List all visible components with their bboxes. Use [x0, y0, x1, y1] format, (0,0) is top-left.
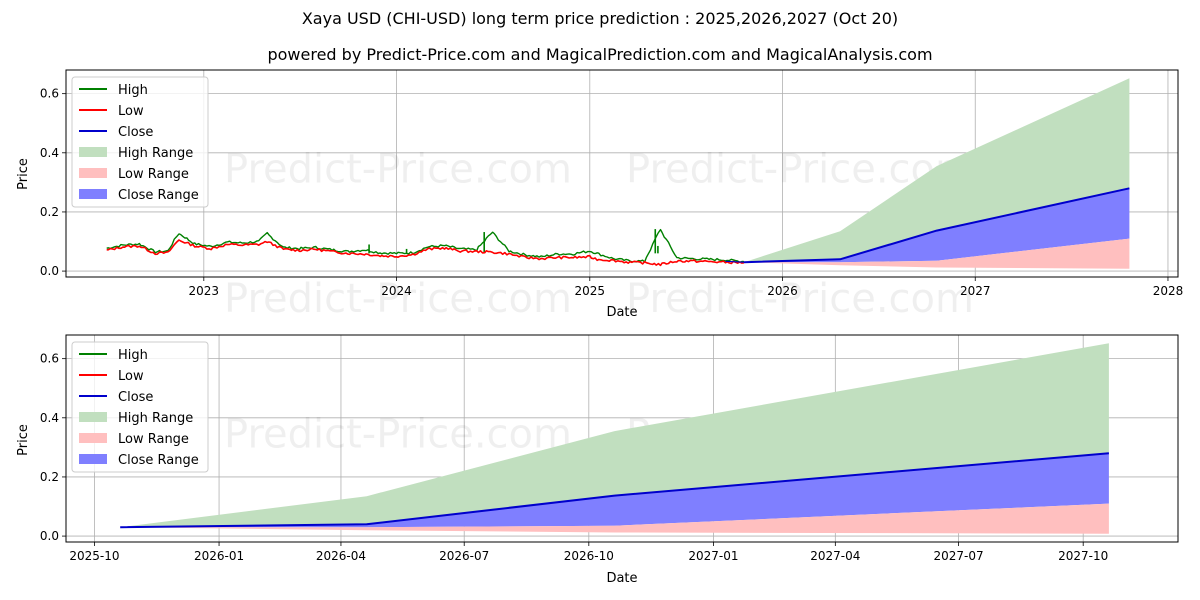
- bottom-y-axis-label: Price: [16, 424, 31, 456]
- legend-high-range-swatch: [79, 412, 107, 422]
- watermark-text: Predict-Price.com: [224, 276, 572, 322]
- top-chart-panel: Predict-Price.com Predict-Price.com Predic…: [16, 69, 1183, 323]
- legend-low-range-swatch: [79, 168, 107, 178]
- top-x-axis-label: Date: [606, 305, 637, 320]
- legend-high-label: High: [118, 348, 148, 363]
- top-axis-ticks: 0.0 0.2 0.4 0.6 2023 2024 2025 2026 2027 2028: [40, 87, 1183, 298]
- x-tick-label: 2028: [1153, 284, 1184, 298]
- legend-high-range-label: High Range: [118, 411, 193, 426]
- legend-close-range-swatch: [79, 189, 107, 199]
- close-prediction-line: [120, 452, 1109, 529]
- legend-high-range-swatch: [79, 147, 107, 157]
- x-tick-label: 2027-01: [688, 549, 738, 563]
- bottom-legend: High Low Close High Range Low Range Close Ran…: [71, 341, 209, 473]
- close-range-area: [120, 453, 1109, 528]
- top-axes-frame: [65, 69, 1179, 278]
- x-tick-label: 2026-07: [439, 549, 489, 563]
- legend-low-range-swatch: [79, 433, 107, 443]
- low-price-line: [106, 239, 745, 267]
- x-tick-label: 2027-04: [810, 549, 860, 563]
- y-tick-label: 0.2: [40, 205, 59, 219]
- x-tick-label: 2026-10: [564, 549, 614, 563]
- legend-close-range-swatch: [79, 454, 107, 464]
- low-range-area: [120, 503, 1109, 534]
- legend-low-range-label: Low Range: [118, 167, 189, 182]
- x-tick-label: 2025-10: [69, 549, 119, 563]
- bottom-prediction-areas: [120, 343, 1109, 534]
- low-range-area: [744, 238, 1130, 269]
- bottom-axes-frame: [65, 334, 1179, 543]
- close-prediction-line: [743, 187, 1130, 264]
- x-tick-label: 2026: [767, 284, 798, 298]
- x-tick-label: 2024: [381, 284, 412, 298]
- chart-title: Xaya USD (CHI-USD) long term price predi…: [301, 9, 899, 28]
- legend-close-range-label: Close Range: [118, 188, 199, 203]
- y-tick-label: 0.2: [40, 470, 59, 484]
- close-range-area: [744, 188, 1130, 263]
- legend-close-range-label: Close Range: [118, 453, 199, 468]
- legend-low-label: Low: [118, 104, 144, 119]
- y-tick-label: 0.6: [40, 87, 59, 101]
- legend-high-range-label: High Range: [118, 146, 193, 161]
- top-prediction-areas: [743, 78, 1130, 269]
- y-tick-label: 0.4: [40, 411, 59, 425]
- watermark-text: Predict-Price.com: [626, 276, 974, 322]
- x-tick-label: 2023: [189, 284, 220, 298]
- chart-subtitle: powered by Predict-Price.com and Magical…: [267, 45, 933, 64]
- legend-close-label: Close: [118, 390, 153, 405]
- y-tick-label: 0.0: [40, 529, 59, 543]
- top-watermark: Predict-Price.com Predict-Price.com Predic…: [224, 147, 974, 323]
- legend-low-label: Low: [118, 369, 144, 384]
- x-tick-label: 2027-07: [934, 549, 984, 563]
- close-price-line: [725, 260, 745, 263]
- y-tick-label: 0.6: [40, 352, 59, 366]
- top-historical-lines: [106, 228, 745, 267]
- watermark-text: Predict-Price.com: [224, 412, 572, 458]
- y-tick-label: 0.4: [40, 146, 59, 160]
- high-range-area: [120, 343, 1109, 528]
- x-tick-label: 2027: [960, 284, 991, 298]
- x-tick-label: 2025: [575, 284, 606, 298]
- top-y-axis-label: Price: [16, 158, 31, 190]
- bottom-axis-ticks: 0.0 0.2 0.4 0.6 2025-10 2026-01 2026-04 2026-07…: [40, 352, 1108, 563]
- watermark-text: Predict-Price.com: [224, 147, 572, 193]
- x-tick-label: 2027-10: [1058, 549, 1108, 563]
- x-tick-label: 2026-04: [316, 549, 366, 563]
- bottom-x-axis-label: Date: [606, 571, 637, 586]
- legend-low-range-label: Low Range: [118, 432, 189, 447]
- legend-close-label: Close: [118, 125, 153, 140]
- legend-high-label: High: [118, 83, 148, 98]
- top-legend: High Low Close High Range Low Range Close Ran…: [71, 76, 209, 208]
- high-range-area: [744, 78, 1130, 263]
- x-tick-label: 2026-01: [194, 549, 244, 563]
- y-tick-label: 0.0: [40, 264, 59, 278]
